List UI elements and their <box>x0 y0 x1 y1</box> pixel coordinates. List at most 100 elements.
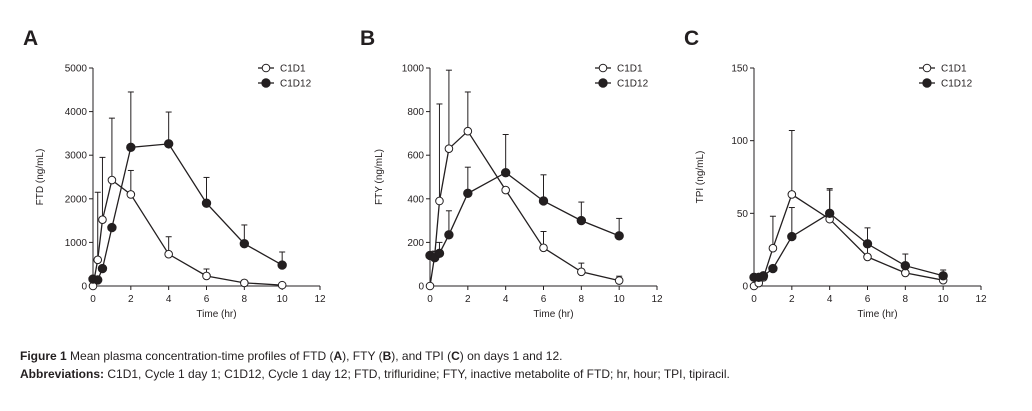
figure-caption-panel-b: B <box>382 349 392 363</box>
legend-marker <box>598 78 608 88</box>
y-tick-label: 0 <box>81 282 87 293</box>
data-point <box>240 278 249 288</box>
chart-panel-a: A 0 2 4 6 8 10 12 0 1000 2000 3000 4000 5000 Time (hr)… <box>23 27 326 320</box>
panel-letter: A <box>23 27 38 50</box>
abbreviations-label: Abbreviations: <box>20 367 105 381</box>
legend-label: C1D12 <box>941 79 973 90</box>
series-c1d12 <box>88 91 287 285</box>
data-point <box>787 190 797 199</box>
data-point <box>126 190 136 199</box>
chart-panel-c: C 0 2 4 6 8 10 12 0 50 100 150 Time (hr) TPI (ng/mL) C… <box>684 27 987 320</box>
data-point <box>577 267 586 277</box>
data-point <box>463 126 473 136</box>
data-point <box>938 271 948 281</box>
legend-marker <box>598 63 608 73</box>
figure-caption-text-b: ), FTY ( <box>342 349 383 363</box>
data-point <box>435 196 444 206</box>
y-axis-label: TPI (ng/mL) <box>695 151 706 204</box>
series-line <box>92 143 283 281</box>
data-point <box>97 263 108 274</box>
x-tick-label: 4 <box>503 294 509 305</box>
y-tick-label: 400 <box>407 194 424 205</box>
data-point <box>501 185 510 195</box>
x-axis-label: Time (hr) <box>533 309 573 320</box>
x-tick-label: 2 <box>789 294 795 305</box>
y-tick-label: 50 <box>737 209 749 220</box>
data-point <box>614 231 624 241</box>
y-axis-label: FTD (ng/mL) <box>35 149 46 206</box>
x-axis-label: Time (hr) <box>196 309 236 320</box>
panel-letter: C <box>684 27 699 50</box>
x-tick-label: 8 <box>579 294 585 305</box>
abbreviations-text: C1D1, Cycle 1 day 1; C1D12, Cycle 1 day … <box>107 367 730 381</box>
data-point <box>126 142 136 153</box>
y-tick-label: 1000 <box>65 238 88 249</box>
figure-caption-panel-c: C <box>451 349 460 363</box>
x-tick-label: 4 <box>827 294 833 305</box>
data-point <box>576 215 587 226</box>
data-point <box>434 248 445 259</box>
y-tick-label: 200 <box>407 238 424 249</box>
data-point <box>98 215 107 225</box>
x-axis-label: Time (hr) <box>857 309 897 320</box>
data-point <box>539 243 548 253</box>
figure-caption-label: Figure 1 <box>20 349 67 363</box>
y-tick-label: 600 <box>407 151 424 162</box>
data-point <box>425 281 435 291</box>
y-tick-label: 100 <box>731 136 748 147</box>
legend-label: C1D1 <box>941 64 967 75</box>
data-point <box>614 276 624 285</box>
legend-marker <box>922 63 932 73</box>
figure-caption-text-a: Mean plasma concentration-time profiles … <box>70 349 334 363</box>
data-point <box>202 271 211 281</box>
x-tick-label: 2 <box>465 294 471 305</box>
y-axis-label: FTY (ng/mL) <box>374 149 385 205</box>
data-point <box>107 222 117 233</box>
series-c1d12 <box>425 133 624 263</box>
data-point <box>107 175 117 185</box>
x-tick-label: 12 <box>651 294 663 305</box>
figure-caption: Figure 1 Mean plasma concentration-time … <box>20 349 563 363</box>
data-point <box>163 139 174 149</box>
series-line <box>429 171 620 259</box>
legend-label: C1D1 <box>280 64 306 75</box>
x-tick-label: 8 <box>242 294 248 305</box>
series-line <box>92 178 283 287</box>
figure-abbreviations: Abbreviations: C1D1, Cycle 1 day 1; C1D1… <box>20 367 730 381</box>
series-c1d1 <box>88 117 287 291</box>
x-tick-label: 10 <box>614 294 626 305</box>
legend-marker <box>922 78 932 88</box>
data-point <box>239 239 250 249</box>
y-tick-label: 4000 <box>65 107 88 118</box>
x-tick-label: 0 <box>90 294 96 305</box>
x-tick-label: 12 <box>975 294 987 305</box>
legend-marker <box>261 78 271 88</box>
series-c1d1 <box>749 129 948 291</box>
data-point <box>768 263 778 274</box>
x-tick-label: 2 <box>128 294 134 305</box>
figure-caption-text-d: ) on days 1 and 12. <box>459 349 563 363</box>
data-point <box>862 239 873 249</box>
data-point <box>164 249 173 259</box>
x-tick-label: 6 <box>204 294 210 305</box>
data-point <box>538 196 549 206</box>
x-tick-label: 6 <box>865 294 871 305</box>
y-tick-label: 0 <box>742 282 748 293</box>
data-point <box>824 208 835 219</box>
x-tick-label: 0 <box>751 294 757 305</box>
data-point <box>758 271 769 281</box>
x-tick-label: 10 <box>277 294 289 305</box>
chart-panel-b: B 0 2 4 6 8 10 12 0 200 400 600 800 1000 Time (hr) FTY … <box>360 27 663 320</box>
y-tick-label: 150 <box>731 64 748 75</box>
data-point <box>463 188 473 199</box>
y-tick-label: 2000 <box>65 194 88 205</box>
x-tick-label: 0 <box>427 294 433 305</box>
x-tick-label: 12 <box>314 294 326 305</box>
legend-label: C1D12 <box>280 79 312 90</box>
y-tick-label: 1000 <box>402 64 425 75</box>
data-point <box>93 255 103 265</box>
legend-marker <box>261 63 271 73</box>
x-tick-label: 6 <box>541 294 547 305</box>
series-c1d12 <box>749 189 948 282</box>
